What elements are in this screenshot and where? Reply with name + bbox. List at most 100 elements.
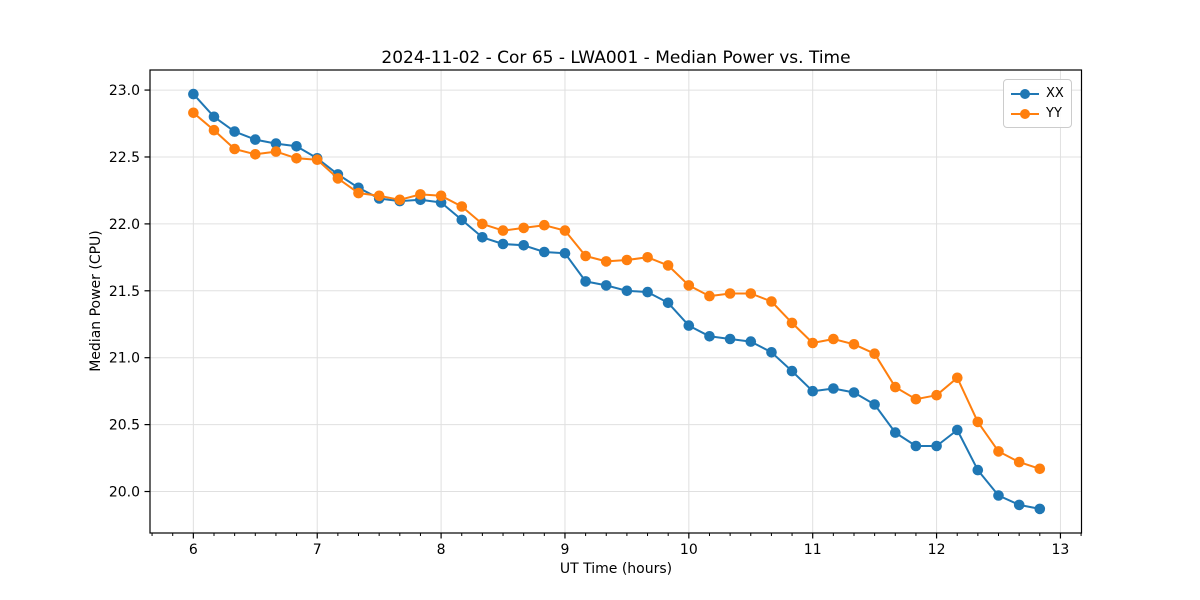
y-tick-label: 22.0	[109, 217, 140, 233]
chart-title: 2024-11-02 - Cor 65 - LWA001 - Median Po…	[381, 48, 851, 68]
data-point-xx	[270, 138, 282, 149]
data-point-yy	[972, 416, 984, 428]
legend-label-xx: XX	[1046, 86, 1064, 101]
data-point-xx	[497, 238, 509, 250]
data-point-yy	[456, 201, 468, 212]
data-point-yy	[394, 194, 406, 206]
y-tick-label: 20.0	[109, 485, 140, 501]
data-point-yy	[704, 290, 715, 302]
x-tick-label: 9	[561, 542, 570, 558]
data-point-yy	[435, 190, 447, 202]
data-point-xx	[890, 427, 901, 438]
data-point-xx	[972, 464, 984, 476]
data-point-xx	[600, 280, 612, 291]
data-point-yy	[786, 317, 798, 329]
data-point-yy	[931, 389, 942, 401]
data-point-yy	[642, 251, 653, 263]
x-tick-label: 12	[928, 542, 946, 558]
x-axis-label: UT Time (hours)	[559, 561, 673, 577]
data-point-xx	[539, 246, 550, 258]
data-point-yy	[229, 143, 240, 155]
data-point-xx	[807, 385, 818, 397]
data-point-xx	[188, 88, 199, 100]
data-point-yy	[415, 189, 426, 200]
data-point-xx	[848, 387, 860, 398]
legend-sample-yy	[1011, 107, 1039, 121]
data-point-xx	[477, 232, 488, 243]
y-tick-label: 21.5	[109, 284, 140, 300]
data-point-xx	[724, 333, 736, 345]
axes-frame	[149, 69, 1083, 534]
legend-marker-icon	[1020, 108, 1030, 119]
data-point-xx	[828, 383, 839, 394]
data-point-xx	[869, 399, 880, 410]
x-tick-label: 11	[804, 542, 822, 558]
data-point-yy	[559, 225, 571, 236]
y-tick-label: 22.5	[109, 150, 140, 166]
data-point-yy	[621, 254, 633, 266]
data-point-yy	[766, 296, 777, 307]
data-point-xx	[291, 141, 302, 152]
data-point-yy	[311, 154, 323, 165]
data-point-xx	[229, 126, 240, 137]
data-point-xx	[993, 490, 1004, 501]
y-tick-label: 20.5	[109, 418, 140, 434]
data-point-yy	[332, 173, 344, 184]
data-point-yy	[539, 219, 550, 231]
data-point-yy	[828, 333, 839, 345]
data-point-yy	[724, 288, 736, 299]
data-point-xx	[745, 336, 757, 347]
data-point-xx	[931, 440, 942, 452]
legend-sample-xx	[1011, 87, 1039, 101]
data-point-yy	[208, 124, 220, 136]
legend-item-yy: YY	[1011, 105, 1063, 122]
data-point-xx	[786, 365, 798, 377]
data-point-xx	[559, 248, 571, 259]
data-point-xx	[910, 440, 922, 452]
data-point-yy	[910, 393, 922, 405]
data-point-yy	[952, 372, 963, 384]
data-point-xx	[208, 111, 220, 123]
data-point-yy	[869, 348, 880, 360]
x-tick-label: 6	[189, 542, 198, 558]
data-point-yy	[600, 256, 612, 267]
legend-marker-icon	[1020, 88, 1030, 99]
x-tick-label: 10	[680, 542, 698, 558]
data-point-yy	[477, 218, 488, 230]
data-point-yy	[497, 225, 509, 236]
data-point-xx	[766, 347, 777, 358]
data-point-xx	[518, 240, 529, 251]
data-point-xx	[621, 285, 633, 297]
data-point-yy	[373, 190, 385, 202]
legend-label-yy: YY	[1046, 106, 1062, 121]
data-point-yy	[890, 381, 901, 393]
data-point-xx	[662, 297, 674, 309]
data-point-xx	[683, 320, 695, 331]
data-point-yy	[1013, 456, 1025, 468]
data-point-xx	[1034, 503, 1046, 515]
data-point-yy	[807, 337, 818, 349]
data-point-xx	[952, 424, 963, 436]
legend-item-xx: XX	[1011, 85, 1064, 102]
data-point-xx	[250, 134, 261, 145]
data-point-yy	[993, 446, 1004, 457]
data-point-yy	[188, 107, 199, 119]
data-point-yy	[270, 146, 282, 157]
y-tick-label: 21.0	[109, 351, 140, 367]
y-axis-label: Median Power (CPU)	[88, 230, 104, 372]
data-point-yy	[580, 250, 591, 262]
data-point-xx	[642, 286, 653, 298]
data-point-yy	[518, 222, 529, 234]
data-point-yy	[353, 187, 364, 199]
legend: XX YY	[1003, 79, 1072, 128]
data-point-xx	[1013, 499, 1025, 511]
data-point-yy	[683, 280, 695, 291]
data-point-xx	[580, 276, 591, 287]
data-point-yy	[291, 153, 302, 164]
data-point-yy	[745, 288, 757, 299]
x-tick-label: 13	[1052, 542, 1070, 558]
y-tick-label: 23.0	[109, 83, 140, 99]
x-tick-label: 7	[313, 542, 322, 558]
